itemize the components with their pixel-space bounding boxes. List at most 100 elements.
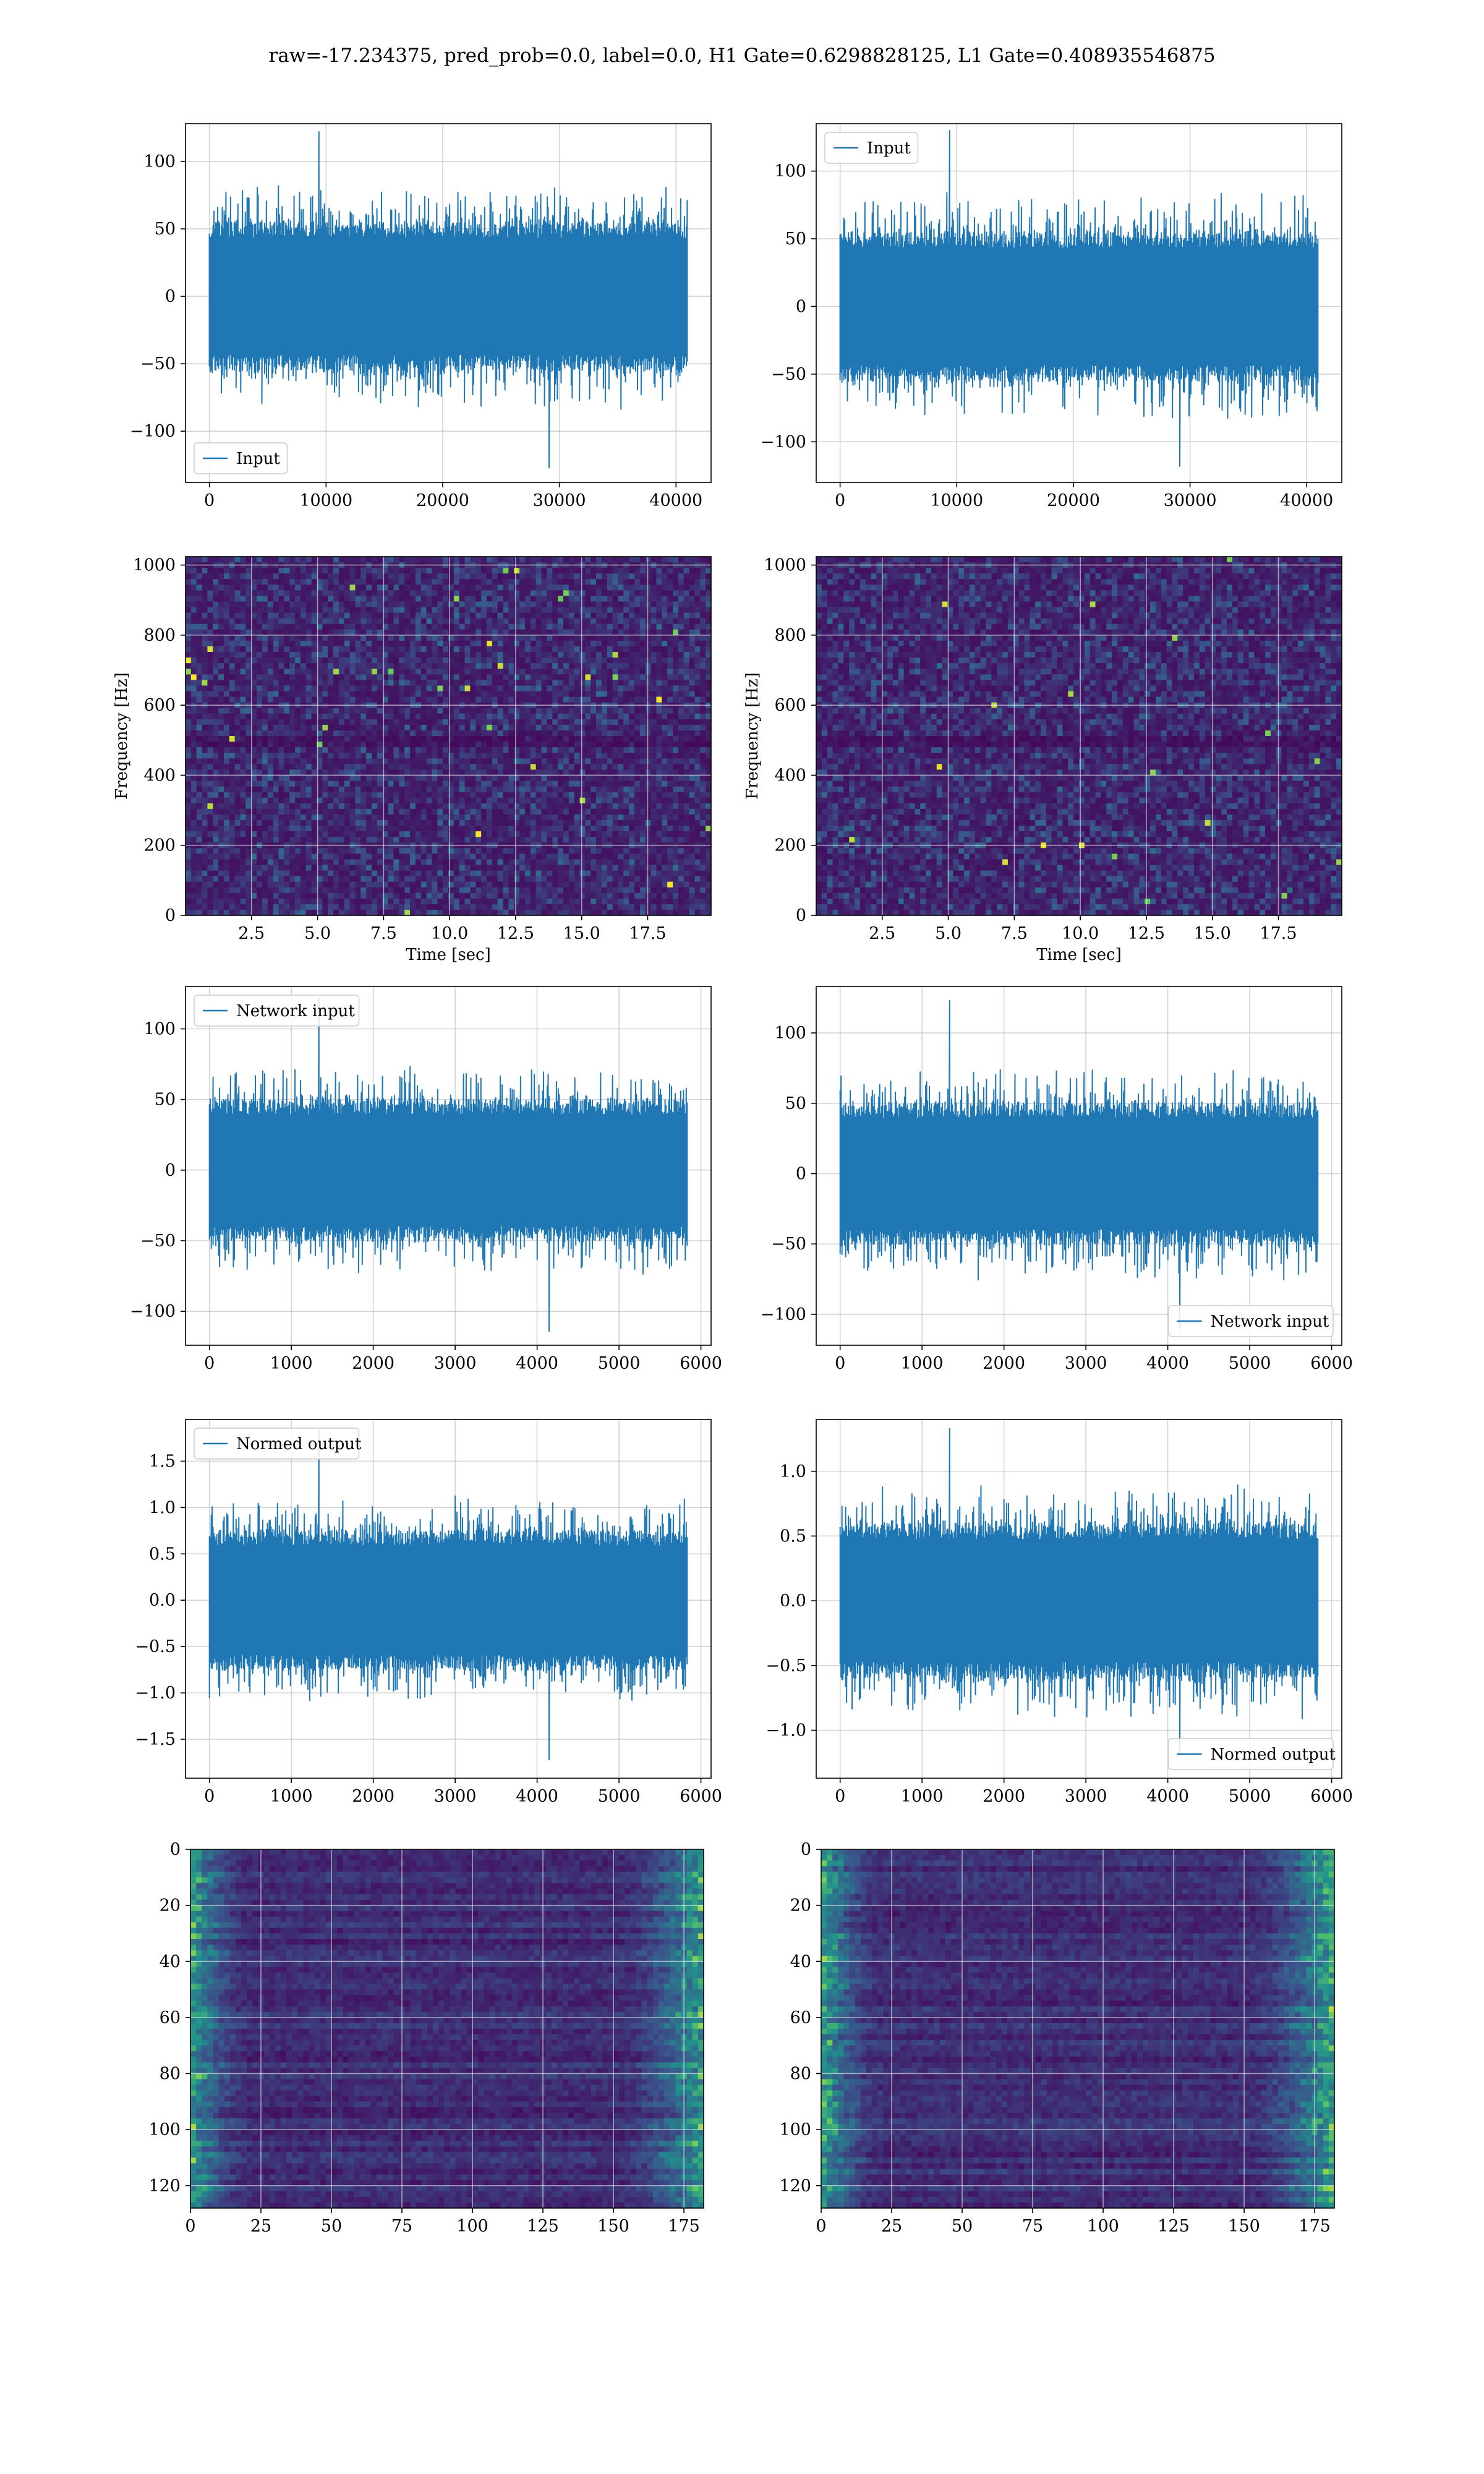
spectrogram-cell [399,635,405,641]
spectrogram-cell [289,573,296,580]
spectrogram-cell [475,808,482,815]
spectrogram-cell [464,904,471,910]
spectrogram-cell [519,601,526,608]
spectrogram-cell [218,601,224,608]
spectrogram-cell [470,758,476,764]
spectrogram-cell [366,837,372,843]
spectrogram-cell [344,837,351,843]
spectrogram-cell [591,758,597,764]
spectrogram-cell [196,820,203,826]
spectrogram-cell [289,887,296,894]
spectrogram-cell [234,708,241,714]
spectrogram-cell [399,601,405,608]
spectrogram-cell [563,854,569,860]
spectrogram-cell [492,657,498,664]
spectrogram-cell [426,652,433,658]
spectrogram-cell [223,568,230,574]
spectrogram-cell [453,579,460,585]
spectrogram-cell [360,792,367,798]
spectrogram-cell [251,601,257,608]
spectrogram-cell [257,870,263,877]
spectrogram-cell [547,887,553,894]
spectrogram-cell [305,837,312,843]
spectrogram-cell [344,904,351,910]
spectrogram-cell [475,826,482,832]
spectrogram-cell [229,685,236,692]
spectrogram-cell [311,713,318,720]
spectrogram-cell [399,663,405,669]
spectrogram-cell [328,764,334,770]
spectrogram-cell [344,618,351,625]
spectrogram-cell [202,892,208,899]
spectrogram-cell [470,859,476,866]
spectrogram-cell [207,713,213,720]
spectrogram-cell [437,713,443,720]
spectrogram-cell [317,635,323,641]
spectrogram-cell [240,854,246,860]
spectrogram-cell [349,601,356,608]
spectrogram-cell [218,646,224,653]
spectrogram-cell [443,892,449,899]
spectrogram-cell [196,769,203,776]
spectrogram-cell [547,909,553,915]
spectrogram-cell [289,713,296,720]
spectrogram-cell [497,904,504,910]
spectrogram-cell [574,579,581,585]
spectrogram-cell [218,831,224,837]
spectrogram-cell [257,792,263,798]
spectrogram-cell [524,758,531,764]
spectrogram-cell [202,685,208,692]
spectrogram-cell [535,786,542,793]
spectrogram-cell [574,904,581,910]
spectrogram-cell [519,808,526,815]
spectrogram-cell [273,904,279,910]
spectrogram-cell [426,708,433,714]
spectrogram-cell [399,579,405,585]
spectrogram-cell [190,803,197,810]
spectrogram-cell [262,607,268,614]
spectrogram-cell [229,590,236,597]
spectrogram-cell [234,730,241,737]
spectrogram-cell [475,696,482,703]
spectrogram-cell [585,854,591,860]
spectrogram-cell [475,708,482,714]
spectrogram-cell [492,573,498,580]
spectrogram-cell [420,820,427,826]
spectrogram-cell [547,590,553,597]
spectrogram-cell [344,870,351,877]
spectrogram-cell [591,781,597,787]
spectrogram-cell [415,854,422,860]
spectrogram-cell [289,736,296,742]
spectrogram-cell [218,708,224,714]
spectrogram-cell [420,747,427,753]
spectrogram-cell [257,909,263,915]
spectrogram-cell [486,557,493,563]
spectrogram-cell [481,742,487,748]
spectrogram-cell [311,826,318,832]
spectrogram-cell [251,713,257,720]
spectrogram-cell [393,781,399,787]
spectrogram-cell [223,898,230,905]
spectrogram-cell [404,837,411,843]
spectrogram-cell [338,814,345,821]
spectrogram-cell [399,584,405,591]
spectrogram-cell [404,596,411,602]
spectrogram-cell [284,557,290,563]
spectrogram-cell [481,579,487,585]
spectrogram-cell [218,904,224,910]
spectrogram-cell [234,775,241,782]
spectrogram-cell [322,584,328,591]
spectrogram-cell [563,623,569,630]
spectrogram-cell [481,607,487,614]
spectrogram-cell [267,837,274,843]
spectrogram-cell [349,859,356,866]
spectrogram-cell [585,826,591,832]
spectrogram-cell [223,764,230,770]
spectrogram-cell [459,808,466,815]
spectrogram-cell [443,881,449,888]
spectrogram-cell [481,769,487,776]
spectrogram-cell [229,831,236,837]
spectrogram-cell [437,623,443,630]
spectrogram-cell [202,696,208,703]
spectrogram-cell [300,747,307,753]
